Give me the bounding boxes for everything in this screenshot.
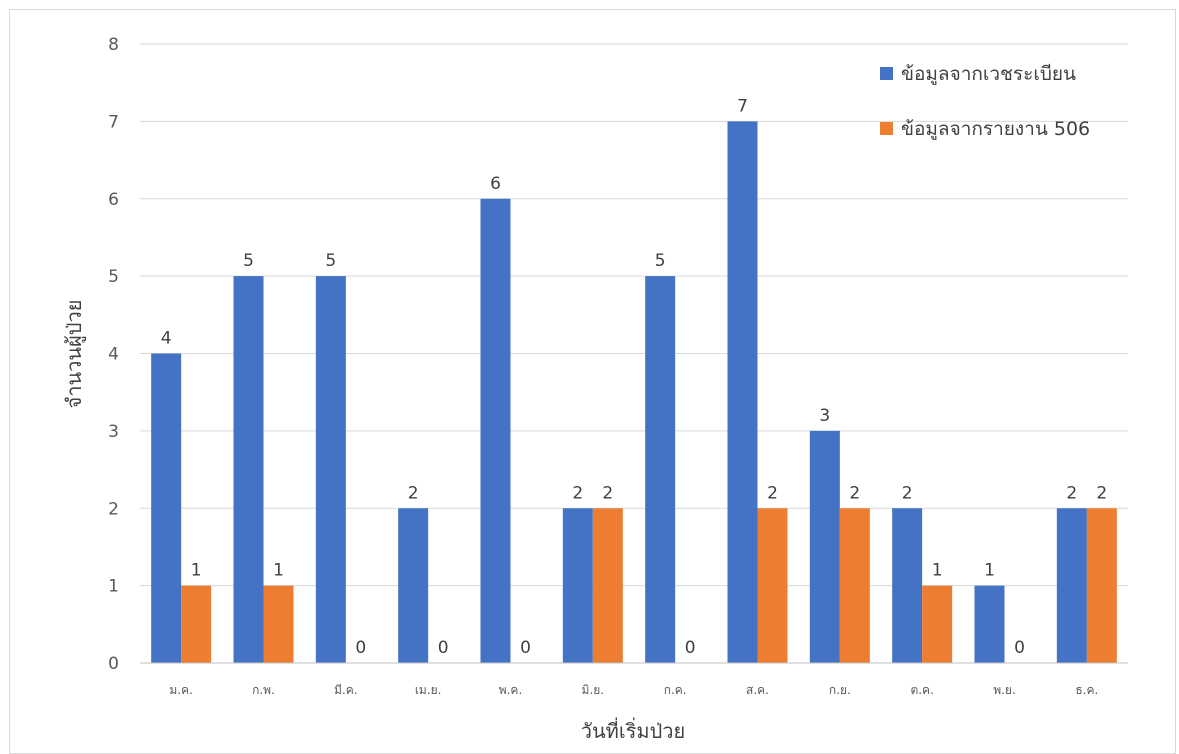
legend: ข้อมูลจากเวชระเบียนข้อมูลจากรายงาน 506 bbox=[880, 63, 1090, 140]
data-label: 2 bbox=[902, 483, 913, 503]
data-label: 2 bbox=[1096, 483, 1107, 503]
x-tick-label: ธ.ค. bbox=[1075, 683, 1098, 697]
x-axis-title: วันที่เริ่มป่วย bbox=[581, 717, 686, 743]
bar-series1 bbox=[151, 353, 182, 663]
x-tick-label: มี.ค. bbox=[334, 683, 358, 697]
bar-series1 bbox=[398, 508, 429, 663]
bar-series1 bbox=[809, 430, 840, 663]
y-tick-label: 1 bbox=[108, 577, 119, 597]
data-label: 2 bbox=[767, 483, 778, 503]
bar-series2 bbox=[592, 508, 623, 663]
y-tick-label: 5 bbox=[108, 267, 119, 287]
data-label: 5 bbox=[325, 251, 336, 271]
data-label: 2 bbox=[849, 483, 860, 503]
x-tick-label: ก.พ. bbox=[252, 683, 275, 697]
x-tick-label: ก.ค. bbox=[664, 683, 687, 697]
bar-series1 bbox=[645, 276, 676, 663]
bar-series2 bbox=[1086, 508, 1117, 663]
x-tick-label: ต.ค. bbox=[910, 683, 933, 697]
bar-series1 bbox=[727, 121, 758, 663]
bars bbox=[151, 121, 1117, 663]
y-tick-label: 7 bbox=[108, 112, 119, 132]
y-tick-label: 6 bbox=[108, 190, 119, 210]
data-label: 0 bbox=[1014, 638, 1025, 658]
data-label: 0 bbox=[438, 638, 449, 658]
bar-series2 bbox=[263, 585, 294, 663]
x-tick-label: พ.ค. bbox=[499, 683, 523, 697]
data-label: 1 bbox=[191, 561, 202, 581]
data-label: 0 bbox=[355, 638, 366, 658]
x-tick-label: ส.ค. bbox=[746, 683, 769, 697]
bar-series2 bbox=[922, 585, 953, 663]
y-tick-label: 4 bbox=[108, 345, 119, 365]
y-tick-label: 3 bbox=[108, 422, 119, 442]
legend-swatch bbox=[880, 67, 893, 80]
x-tick-label: พ.ย. bbox=[993, 683, 1016, 697]
data-label: 1 bbox=[273, 561, 284, 581]
x-tick-label: เม.ย. bbox=[415, 683, 442, 697]
data-label: 1 bbox=[984, 561, 995, 581]
x-tick-label: ก.ย. bbox=[829, 683, 851, 697]
y-tick-label: 0 bbox=[108, 654, 119, 674]
bar-series2 bbox=[757, 508, 788, 663]
data-label: 3 bbox=[819, 406, 830, 426]
data-label: 5 bbox=[655, 251, 666, 271]
bar-series1 bbox=[892, 508, 923, 663]
bar-series2 bbox=[839, 508, 870, 663]
data-label: 4 bbox=[161, 329, 172, 349]
bar-series1 bbox=[562, 508, 593, 663]
data-label: 1 bbox=[932, 561, 943, 581]
bar-series1 bbox=[233, 276, 264, 663]
x-axis-ticks: ม.ค. ก.พ. มี.ค. เม.ย. พ.ค. มิ.ย. ก.ค. ส.ค. ก.ย. ต… bbox=[169, 683, 1098, 697]
legend-swatch bbox=[880, 122, 893, 135]
bar-series2 bbox=[181, 585, 212, 663]
data-label: 2 bbox=[572, 483, 583, 503]
bar-series1 bbox=[480, 198, 511, 663]
x-tick-label: มิ.ย. bbox=[582, 683, 605, 697]
y-tick-label: 2 bbox=[108, 499, 119, 519]
legend-label: ข้อมูลจากรายงาน 506 bbox=[901, 118, 1090, 140]
x-tick-label: ม.ค. bbox=[169, 683, 193, 697]
data-label: 2 bbox=[602, 483, 613, 503]
legend-label: ข้อมูลจากเวชระเบียน bbox=[901, 63, 1076, 85]
gridlines bbox=[140, 43, 1128, 587]
y-axis-ticks: 0 1 2 3 4 5 6 7 8 bbox=[108, 35, 119, 674]
data-label: 2 bbox=[1066, 483, 1077, 503]
bar-series1 bbox=[315, 276, 346, 663]
data-label: 5 bbox=[243, 251, 254, 271]
data-label: 0 bbox=[520, 638, 531, 658]
data-label: 6 bbox=[490, 174, 501, 194]
bar-series1 bbox=[974, 585, 1005, 663]
y-axis-title: จำนวนผู้ป่วย bbox=[62, 300, 87, 409]
bar-series1 bbox=[1056, 508, 1087, 663]
data-label: 7 bbox=[737, 96, 748, 116]
data-label: 2 bbox=[408, 483, 419, 503]
data-label: 0 bbox=[685, 638, 696, 658]
y-tick-label: 8 bbox=[108, 35, 119, 55]
